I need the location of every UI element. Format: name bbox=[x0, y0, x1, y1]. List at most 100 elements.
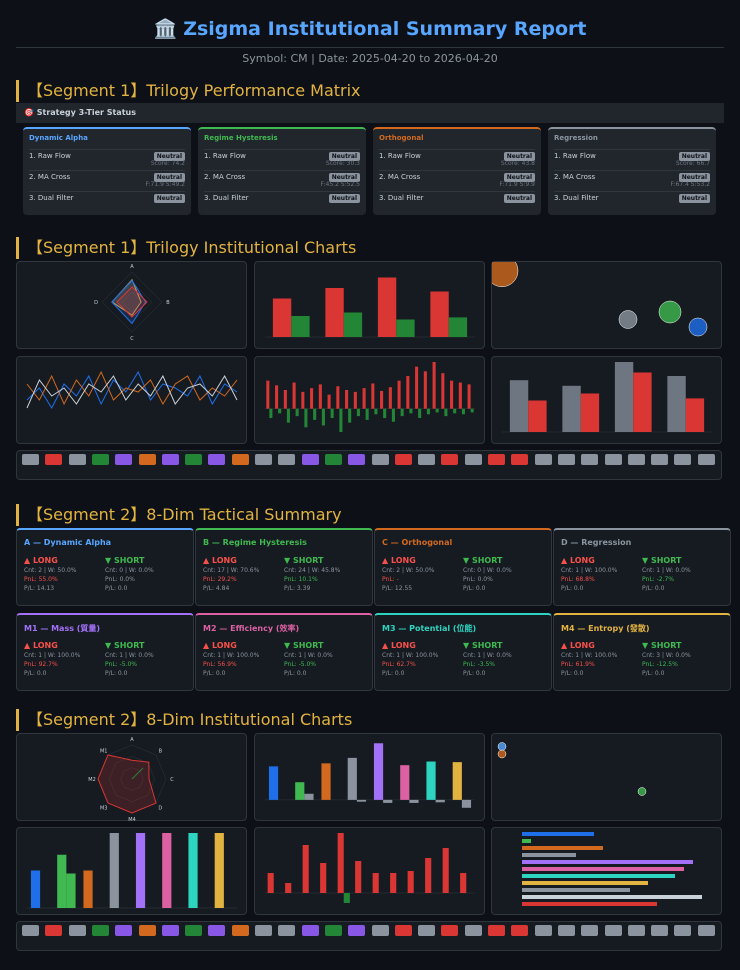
tactical-cols: ▲ LONG Cnt: 1 | W: 100.0% PnL: 68.8% P/L: 0… bbox=[561, 556, 723, 594]
bar bbox=[667, 376, 686, 432]
tactical-cols: ▲ LONG Cnt: 17 | W: 70.6% PnL: 29.2% P/L: 4… bbox=[203, 556, 365, 594]
chart-radar-trilogy: A B C D bbox=[16, 261, 247, 349]
hbar bbox=[522, 832, 594, 836]
bar bbox=[353, 391, 357, 409]
count-line: Cnt: 1 | W: 100.0% bbox=[561, 652, 618, 659]
radar-series bbox=[131, 767, 144, 780]
tactical-name: D — Regression bbox=[561, 538, 632, 547]
bar bbox=[345, 390, 349, 409]
signal-chip bbox=[22, 925, 39, 936]
chart-line-trilogy bbox=[16, 356, 247, 444]
long-column: ▲ LONG Cnt: 1 | W: 100.0% PnL: 61.9% P/L: 0… bbox=[561, 641, 642, 679]
signal-chip bbox=[557, 454, 575, 465]
bar bbox=[450, 380, 454, 409]
count-line: Cnt: 2 | W: 50.0% bbox=[382, 567, 435, 574]
bar bbox=[409, 408, 413, 414]
signal-chip bbox=[138, 454, 156, 465]
status-badge: Neutral bbox=[678, 193, 710, 203]
card-row: 2. MA Cross Neutral bbox=[554, 170, 710, 182]
count-line: Cnt: 0 | W: 0.0% bbox=[105, 567, 154, 574]
signal-chip bbox=[115, 454, 133, 465]
chart-bar-pnl bbox=[254, 733, 485, 821]
bar bbox=[442, 848, 449, 893]
bar bbox=[356, 799, 367, 802]
bar bbox=[562, 385, 581, 432]
bar bbox=[310, 388, 314, 409]
radar-axis-label: A bbox=[130, 737, 134, 743]
bar bbox=[432, 362, 436, 409]
signal-chip bbox=[394, 454, 412, 465]
short-label: ▼ SHORT bbox=[463, 556, 503, 565]
bar bbox=[418, 408, 422, 418]
signal-chip bbox=[418, 925, 436, 936]
row-label: 3. Dual Filter bbox=[204, 194, 249, 202]
signal-chip bbox=[91, 925, 109, 936]
short-column: ▼ SHORT Cnt: 0 | W: 0.0% PnL: 0.0% P/L: 0.0 bbox=[105, 556, 186, 594]
count-line: Cnt: 1 | W: 0.0% bbox=[642, 567, 691, 574]
bar bbox=[458, 382, 462, 409]
chart-bar-win bbox=[16, 827, 247, 915]
long-column: ▲ LONG Cnt: 2 | W: 50.0% PnL: - P/L: 12.55 bbox=[382, 556, 463, 594]
bar bbox=[304, 793, 314, 800]
strategy-status-bar: 🎯 Strategy 3-Tier Status bbox=[16, 103, 724, 123]
bar bbox=[295, 408, 299, 417]
bar bbox=[435, 408, 439, 413]
signal-chip bbox=[674, 925, 692, 936]
count-line: Cnt: 17 | W: 70.6% bbox=[203, 567, 260, 574]
bar bbox=[318, 384, 322, 409]
pnl-line: PnL: 92.7% bbox=[24, 661, 58, 668]
tactical-cols: ▲ LONG Cnt: 2 | W: 50.0% PnL: - P/L: 12.55 ▼… bbox=[382, 556, 544, 594]
pnl-line: PnL: 56.9% bbox=[203, 661, 237, 668]
tactical-name: M3 — Potential (位能) bbox=[382, 624, 477, 633]
signal-chip bbox=[534, 925, 552, 936]
bar bbox=[396, 319, 415, 337]
chart-hbar-cumulative bbox=[491, 827, 722, 915]
section-title: 【Segment 2】8-Dim Tactical Summary bbox=[16, 504, 342, 526]
long-label: ▲ LONG bbox=[382, 641, 416, 650]
signal-chip bbox=[488, 925, 505, 936]
status-badge: Neutral bbox=[678, 151, 710, 161]
hbar bbox=[522, 867, 684, 871]
pl-line: P/L: 14.13 bbox=[24, 585, 55, 592]
tactical-card: C — Orthogonal ▲ LONG Cnt: 2 | W: 50.0% PnL… bbox=[374, 528, 552, 606]
signal-chip bbox=[488, 454, 505, 465]
status-badge: Neutral bbox=[328, 151, 360, 161]
radar-axis-label: B bbox=[159, 749, 163, 755]
bar bbox=[467, 384, 471, 409]
signal-chip bbox=[394, 925, 412, 936]
bar bbox=[470, 408, 474, 413]
radar-axis-label: D bbox=[94, 300, 98, 306]
bar bbox=[460, 873, 467, 893]
count-line: Cnt: 1 | W: 100.0% bbox=[203, 652, 260, 659]
row-score bbox=[379, 202, 535, 212]
radar-series bbox=[116, 286, 148, 318]
signal-chip bbox=[604, 925, 622, 936]
bar bbox=[580, 393, 600, 432]
bar bbox=[391, 408, 395, 422]
signal-chip bbox=[627, 925, 645, 936]
signal-chip bbox=[22, 454, 39, 465]
hbar bbox=[522, 881, 648, 885]
row-label: 1. Raw Flow bbox=[29, 152, 71, 160]
bar bbox=[461, 408, 465, 415]
scatter-point bbox=[618, 310, 638, 329]
bar bbox=[383, 799, 393, 803]
bar bbox=[614, 362, 634, 432]
tactical-card: A — Dynamic Alpha ▲ LONG Cnt: 2 | W: 50.0%… bbox=[16, 528, 194, 606]
scatter-point bbox=[658, 300, 682, 324]
bar bbox=[327, 394, 331, 409]
card-name: Orthogonal bbox=[379, 134, 424, 142]
short-column: ▼ SHORT Cnt: 1 | W: 0.0% PnL: -3.5% P/L: 0.… bbox=[463, 641, 544, 679]
short-column: ▼ SHORT Cnt: 1 | W: 0.0% PnL: -5.0% P/L: 0.… bbox=[105, 641, 186, 679]
card-row: 3. Dual Filter Neutral bbox=[204, 191, 360, 203]
tactical-name: M4 — Entropy (發散) bbox=[561, 624, 650, 633]
card-name: Regression bbox=[554, 134, 598, 142]
pl-line: P/L: 12.55 bbox=[382, 585, 413, 592]
pnl-line: PnL: 0.0% bbox=[463, 576, 493, 583]
bar bbox=[330, 408, 334, 418]
row-score: F:71.9 S:9.9 bbox=[499, 181, 535, 188]
card-row: 3. Dual Filter Neutral bbox=[379, 191, 535, 203]
pnl-line: PnL: 68.8% bbox=[561, 576, 595, 583]
signal-chip bbox=[255, 454, 272, 465]
bar bbox=[362, 388, 366, 409]
